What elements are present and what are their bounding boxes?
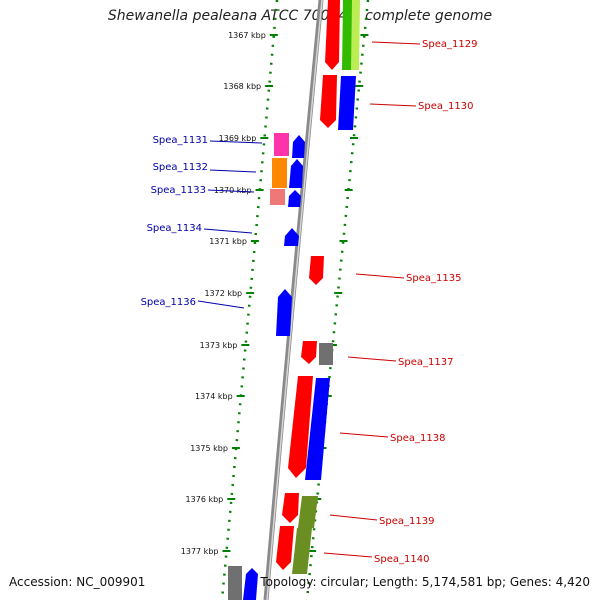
tick-label: 1369 kbp	[219, 134, 257, 143]
tick-label: 1367 kbp	[228, 31, 266, 40]
gene-arrow-spea-1129-c[interactable]	[351, 0, 360, 70]
gene-label[interactable]: Spea_1134	[147, 223, 202, 234]
gene-leader-line	[355, 273, 405, 279]
gene-arrow-spea-1139-b[interactable]	[298, 496, 318, 528]
gene-label[interactable]: Spea_1135	[406, 273, 461, 284]
gene-leader-line	[369, 103, 417, 107]
gene-arrow-spea-1137-a[interactable]	[301, 341, 317, 364]
gene-arrow-spea-1136[interactable]	[276, 289, 292, 336]
tick-label: 1368 kbp	[223, 82, 261, 91]
gene-label[interactable]: Spea_1129	[422, 39, 477, 50]
accession-text: Accession: NC_009901	[9, 575, 146, 589]
genome-backbone-highlight	[266, 0, 323, 600]
tick-label: 1375 kbp	[190, 444, 228, 453]
gene-arrow-spea-1135[interactable]	[309, 256, 324, 285]
gene-block-spea-1131-a[interactable]	[274, 133, 289, 156]
genome-backbone	[263, 0, 324, 600]
gene-label[interactable]: Spea_1140	[374, 554, 429, 565]
gene-block-bottom-grey[interactable]	[228, 566, 242, 600]
gene-leader-line	[347, 356, 397, 362]
gene-arrow-spea-1139-a[interactable]	[282, 493, 299, 523]
gene-label[interactable]: Spea_1132	[153, 162, 208, 173]
tick-label: 1370 kbp	[214, 186, 252, 195]
topology-info: Topology: circular; Length: 5,174,581 bp…	[260, 575, 590, 589]
gene-label[interactable]: Spea_1136	[141, 297, 196, 308]
tick-label: 1377 kbp	[181, 547, 219, 556]
tick-label: 1373 kbp	[200, 341, 238, 350]
gene-arrow-spea-1130-a[interactable]	[320, 75, 337, 128]
gene-arrow-spea-1138-b[interactable]	[305, 378, 330, 480]
gene-leader-line	[209, 140, 263, 144]
gene-arrow-spea-1133-b[interactable]	[288, 190, 301, 207]
gene-arrow-spea-1138-a[interactable]	[288, 376, 313, 478]
gene-label[interactable]: Spea_1138	[390, 433, 445, 444]
labels-layer: Spea_1129 Spea_1130 Spea_1131 Spea_1132 Spea…	[141, 39, 478, 565]
genes-layer	[228, 0, 360, 600]
gene-arrow-spea-1130-b[interactable]	[338, 76, 356, 130]
gene-block-spea-1133-a[interactable]	[270, 189, 285, 205]
gene-label[interactable]: Spea_1137	[398, 357, 453, 368]
gene-arrow-spea-1132-b[interactable]	[289, 159, 303, 188]
gene-leader-line	[203, 228, 253, 234]
gene-arrow-spea-1131-b[interactable]	[292, 135, 305, 158]
gene-arrow-bottom-blue[interactable]	[243, 568, 258, 600]
gene-arrow-spea-1140-a[interactable]	[276, 526, 294, 570]
gene-arrow-spea-1134[interactable]	[284, 228, 299, 246]
gene-leader-line	[197, 300, 245, 309]
map-title: Shewanella pealeana ATCC 700345, complet…	[107, 8, 493, 24]
gene-label[interactable]: Spea_1130	[418, 101, 473, 112]
gene-leader-line	[207, 189, 255, 193]
gene-label[interactable]: Spea_1131	[153, 135, 208, 146]
ticks-layer: 1367 kbp 1368 kbp 1369 kbp 1370 kbp 1371 kbp…	[181, 31, 369, 556]
gene-label[interactable]: Spea_1133	[151, 185, 206, 196]
gene-arrow-spea-1140-b[interactable]	[292, 528, 312, 574]
gene-label[interactable]: Spea_1139	[379, 516, 434, 527]
gene-leader-line	[371, 41, 421, 45]
gene-leader-line	[323, 552, 373, 558]
tick-label: 1371 kbp	[209, 237, 247, 246]
gene-arrow-spea-1129-a[interactable]	[325, 0, 340, 70]
gene-leader-line	[329, 514, 378, 521]
gene-block-spea-1132-a[interactable]	[272, 158, 287, 188]
tick-label: 1376 kbp	[186, 495, 224, 504]
gene-block-spea-1137-b[interactable]	[319, 343, 333, 365]
gene-leader-line	[209, 169, 257, 173]
tick-label: 1372 kbp	[204, 289, 242, 298]
tick-label: 1374 kbp	[195, 392, 233, 401]
gene-leader-line	[339, 432, 389, 438]
